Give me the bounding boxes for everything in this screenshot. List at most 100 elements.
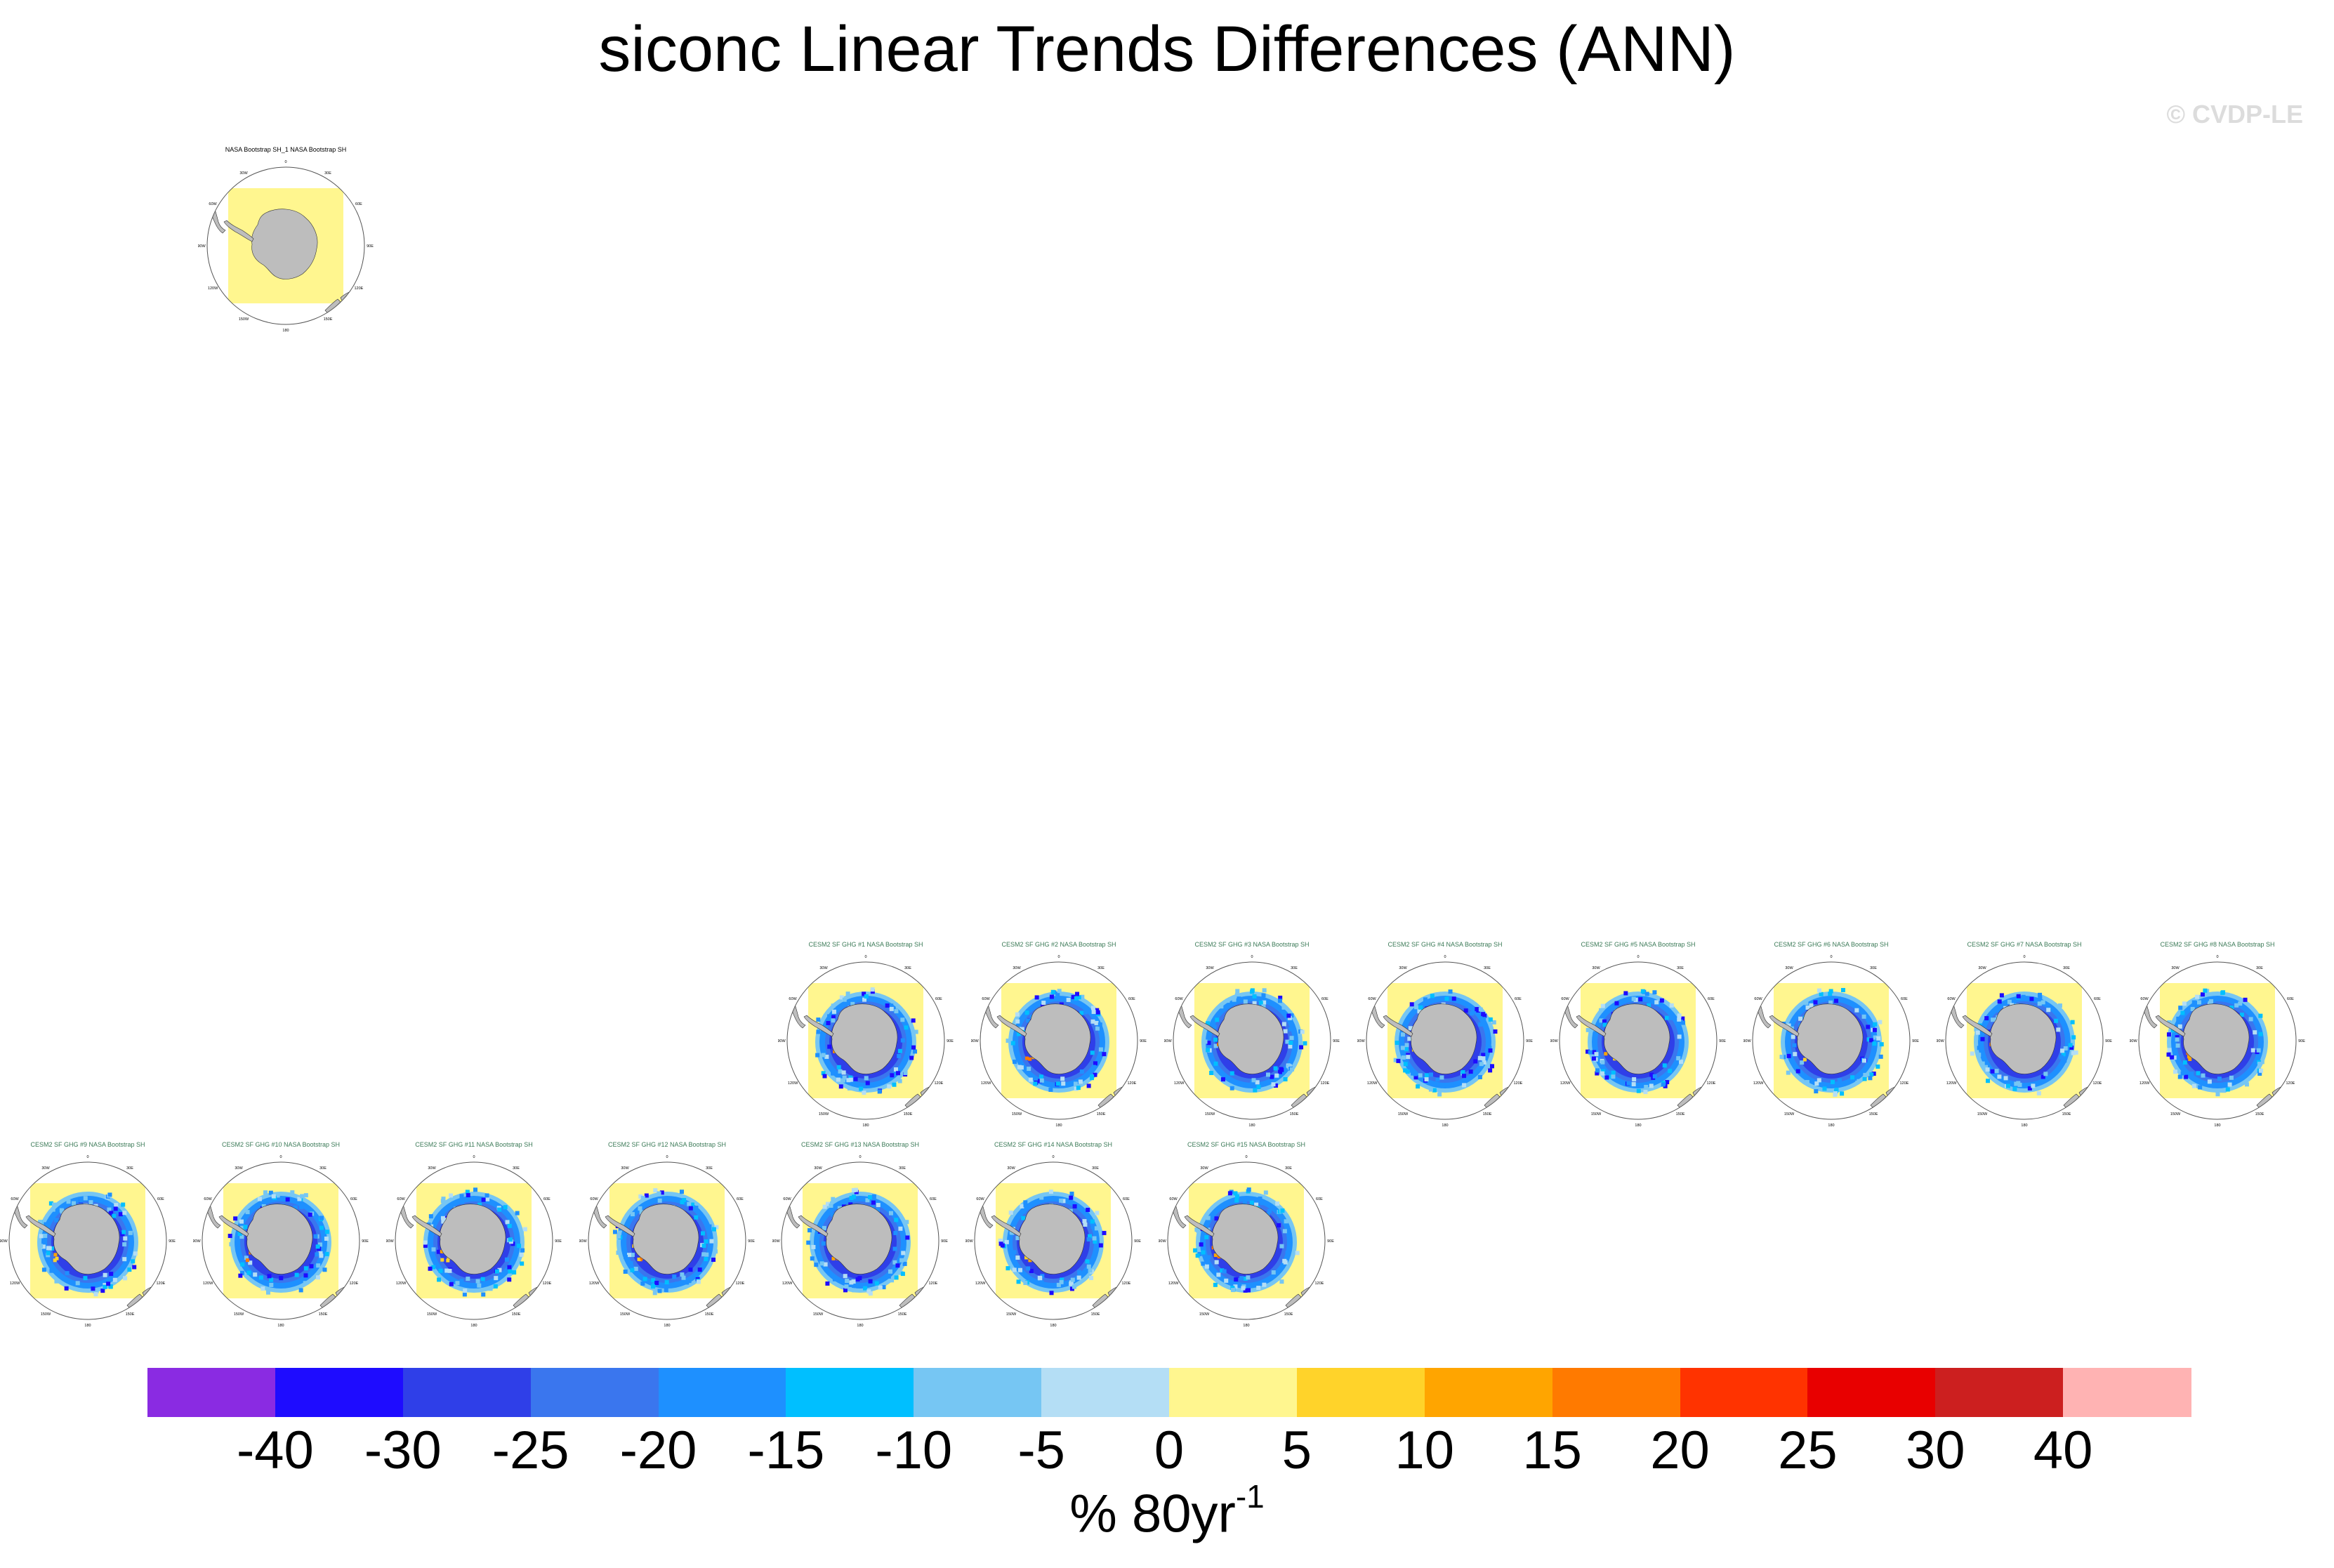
longitude-label: 150E <box>2062 1112 2071 1116</box>
longitude-label: 90E <box>947 1039 954 1043</box>
antarctica-landmass <box>1024 1003 1091 1074</box>
longitude-label: 150E <box>904 1112 913 1116</box>
longitude-label: 90W <box>579 1239 587 1244</box>
longitude-label: 150W <box>1591 1112 1602 1116</box>
longitude-label: 30W <box>1206 966 1214 970</box>
longitude-label: 60W <box>1169 1197 1178 1201</box>
longitude-label: 60E <box>737 1197 744 1201</box>
longitude-label: 0 <box>1057 955 1060 959</box>
map-panel: CESM2 SF GHG #15 NASA Bootstrap SH 0 30E 60… <box>1159 1141 1334 1345</box>
longitude-label: 30E <box>126 1166 133 1171</box>
polar-map: 0 30E 60E 90E 120E 150E 180 150W 120W 90W 60W 30W <box>579 1155 755 1328</box>
longitude-label: 120E <box>1513 1081 1522 1086</box>
antarctic-peninsula <box>411 1215 442 1237</box>
longitude-label: 120E <box>928 1282 937 1286</box>
antarctica-landmass <box>246 1204 313 1274</box>
colorbar-tick-label: 40 <box>2033 1421 2093 1480</box>
antarctica-landmass <box>2183 1003 2250 1074</box>
longitude-label: 30W <box>2171 966 2180 970</box>
longitude-label: 120W <box>208 286 218 291</box>
antarctica-landmass <box>1990 1003 2057 1074</box>
antarctica-landmass <box>440 1204 506 1274</box>
longitude-label: 30E <box>1285 1166 1292 1171</box>
map-boundary <box>2138 961 2297 1120</box>
map-boundary <box>781 1161 939 1320</box>
longitude-label: 120E <box>2286 1081 2295 1086</box>
longitude-label: 30E <box>1870 966 1877 970</box>
longitude-label: 180 <box>664 1324 670 1328</box>
longitude-label: 60W <box>1175 997 1183 1001</box>
colorbar-swatch <box>1169 1368 1298 1417</box>
longitude-label: 60E <box>1316 1197 1323 1201</box>
longitude-label: 150E <box>1676 1112 1685 1116</box>
antarctic-peninsula <box>1962 1015 1993 1037</box>
longitude-label: 150W <box>1977 1112 1988 1116</box>
colorbar-units: % 80yr-1 <box>0 1478 2334 1544</box>
longitude-label: 150W <box>427 1312 437 1317</box>
longitude-label: 30E <box>319 1166 327 1171</box>
map-boundary <box>588 1161 746 1320</box>
longitude-label: 150W <box>1006 1312 1017 1317</box>
longitude-label: 180 <box>470 1324 477 1328</box>
polar-map: 0 30E 60E 90E 120E 150E 180 150W 120W 90W 60W 30W <box>2130 955 2305 1128</box>
longitude-label: 150W <box>1012 1112 1022 1116</box>
longitude-label: 60E <box>930 1197 937 1201</box>
map-panel: CESM2 SF GHG #11 NASA Bootstrap SH 0 30E 60… <box>386 1141 562 1345</box>
longitude-label: 120E <box>1314 1282 1324 1286</box>
longitude-label: 90W <box>772 1239 780 1244</box>
longitude-label: 60E <box>1901 997 1908 1001</box>
antarctic-peninsula <box>1184 1215 1215 1237</box>
antarctica-landmass <box>1411 1003 1477 1074</box>
panel-title: CESM2 SF GHG #14 NASA Bootstrap SH <box>994 1141 1113 1148</box>
polar-map: 0 30E 60E 90E 120E 150E 180 150W 120W 90W 60W 30W <box>386 1155 562 1328</box>
colorbar-swatch <box>1552 1368 1681 1417</box>
antarctica-landmass <box>831 1003 898 1074</box>
longitude-label: 90E <box>1333 1039 1340 1043</box>
colorbar-swatch <box>275 1368 404 1417</box>
colorbar-tick-label: -20 <box>619 1421 697 1480</box>
antarctic-peninsula <box>218 1215 249 1237</box>
longitude-label: 120E <box>1320 1081 1329 1086</box>
panel-title: CESM2 SF GHG #5 NASA Bootstrap SH <box>1581 941 1696 948</box>
antarctica-landmass <box>251 209 318 279</box>
longitude-label: 60W <box>11 1197 19 1201</box>
longitude-label: 150E <box>705 1312 714 1317</box>
antarctic-peninsula <box>1189 1015 1220 1037</box>
longitude-label: 60W <box>1754 997 1762 1001</box>
longitude-label: 30W <box>1200 1166 1208 1171</box>
map-boundary <box>1559 961 1717 1120</box>
map-boundary <box>1366 961 1524 1120</box>
longitude-label: 0 <box>1251 955 1253 959</box>
longitude-label: 90W <box>1159 1239 1166 1244</box>
panel-title: CESM2 SF GHG #3 NASA Bootstrap SH <box>1194 941 1310 948</box>
polar-map: 0 30E 60E 90E 120E 150E 180 150W 120W 90W 60W 30W <box>193 1155 369 1328</box>
map-boundary <box>206 166 365 325</box>
longitude-label: 30E <box>899 1166 906 1171</box>
map-boundary <box>980 961 1138 1120</box>
polar-map: 0 30E 60E 90E 120E 150E 180 150W 120W 90W 60W 30W <box>971 955 1147 1128</box>
longitude-label: 150W <box>620 1312 631 1317</box>
longitude-label: 120E <box>1121 1282 1130 1286</box>
longitude-label: 90E <box>1526 1039 1533 1043</box>
longitude-label: 30W <box>428 1166 436 1171</box>
panel-title: CESM2 SF GHG #2 NASA Bootstrap SH <box>1001 941 1116 948</box>
colorbar-tick-label: 15 <box>1522 1421 1582 1480</box>
longitude-label: 120W <box>1174 1081 1185 1086</box>
colorbar-swatch <box>658 1368 787 1417</box>
longitude-label: 90E <box>555 1239 562 1244</box>
longitude-label: 120E <box>735 1282 744 1286</box>
longitude-label: 120W <box>1946 1081 1957 1086</box>
polar-map: 0 30E 60E 90E 120E 150E 180 150W 120W 90W 60W 30W <box>1164 955 1340 1128</box>
panel-title: CESM2 SF GHG #4 NASA Bootstrap SH <box>1387 941 1503 948</box>
longitude-label: 120W <box>782 1282 793 1286</box>
longitude-label: 0 <box>2216 955 2218 959</box>
longitude-label: 150E <box>1290 1112 1299 1116</box>
colorbar-swatch <box>2063 1368 2191 1417</box>
map-panel: CESM2 SF GHG #13 NASA Bootstrap SH 0 30E 60… <box>772 1141 948 1345</box>
colorbar <box>147 1368 2191 1417</box>
map-boundary <box>1167 1161 1326 1320</box>
map-panel: NASA Bootstrap SH_1 NASA Bootstrap SH 0 30… <box>198 146 374 350</box>
longitude-label: 90E <box>1327 1239 1334 1244</box>
panel-title: CESM2 SF GHG #11 NASA Bootstrap SH <box>415 1141 533 1148</box>
longitude-label: 60E <box>543 1197 550 1201</box>
